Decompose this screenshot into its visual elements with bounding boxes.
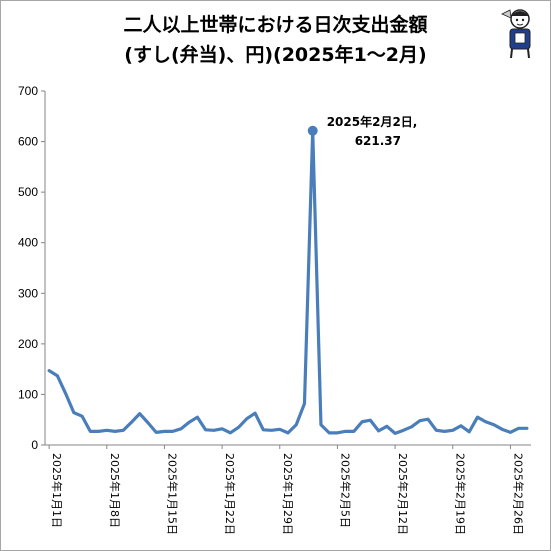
x-tick-label: 2025年2月12日	[396, 453, 410, 535]
y-tick-label: 100	[18, 387, 38, 401]
chart-title-line2: (すし(弁当)、円)(2025年1〜2月)	[124, 44, 427, 66]
x-tick-label: 2025年1月15日	[165, 453, 179, 535]
y-tick-label: 0	[31, 438, 38, 452]
peak-label-date: 2025年2月2日,	[327, 114, 418, 129]
x-tick-label: 2025年1月8日	[108, 453, 122, 528]
mascot-illustration	[501, 9, 531, 59]
x-tick-label: 2025年1月22日	[223, 453, 237, 535]
y-tick-label: 300	[18, 286, 38, 300]
peak-marker	[307, 125, 318, 136]
y-tick-label: 400	[18, 236, 38, 250]
y-tick-label: 600	[18, 135, 38, 149]
peak-label-value: 621.37	[355, 134, 401, 148]
x-tick-label: 2025年2月19日	[454, 453, 468, 535]
chart-title: 二人以上世帯における日次支出金額 (すし(弁当)、円)(2025年1〜2月)	[0, 10, 551, 70]
y-tick-label: 200	[18, 337, 38, 351]
x-tick-label: 2025年1月29日	[281, 453, 295, 535]
x-tick-label: 2025年1月1日	[50, 453, 64, 528]
x-tick-label: 2025年2月5日	[338, 453, 352, 528]
y-tick-label: 500	[18, 185, 38, 199]
series-line	[47, 129, 529, 435]
y-tick-label: 700	[18, 84, 38, 98]
chart-title-line1: 二人以上世帯における日次支出金額	[123, 14, 428, 36]
x-tick-label: 2025年2月26日	[511, 453, 525, 535]
